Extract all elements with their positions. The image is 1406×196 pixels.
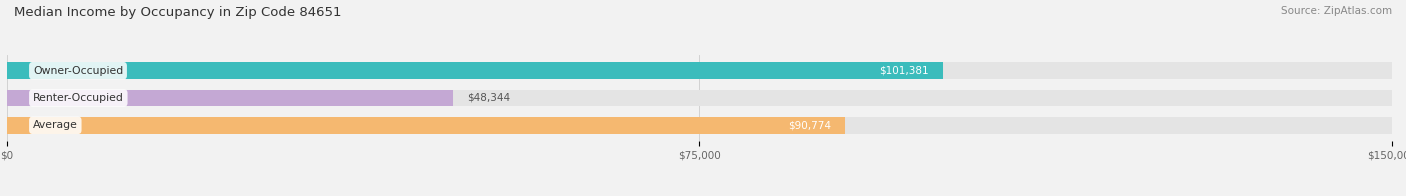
Text: $48,344: $48,344: [467, 93, 510, 103]
Bar: [7, 117, 1392, 134]
Text: $90,774: $90,774: [789, 120, 831, 130]
Bar: [7, 117, 845, 134]
Text: Source: ZipAtlas.com: Source: ZipAtlas.com: [1281, 6, 1392, 16]
Text: Average: Average: [32, 120, 77, 130]
Text: Renter-Occupied: Renter-Occupied: [32, 93, 124, 103]
Bar: [7, 90, 1392, 106]
Text: Median Income by Occupancy in Zip Code 84651: Median Income by Occupancy in Zip Code 8…: [14, 6, 342, 19]
Bar: [7, 62, 1392, 79]
Bar: [7, 62, 943, 79]
Text: $101,381: $101,381: [880, 66, 929, 76]
Text: Owner-Occupied: Owner-Occupied: [32, 66, 124, 76]
Bar: [7, 90, 453, 106]
